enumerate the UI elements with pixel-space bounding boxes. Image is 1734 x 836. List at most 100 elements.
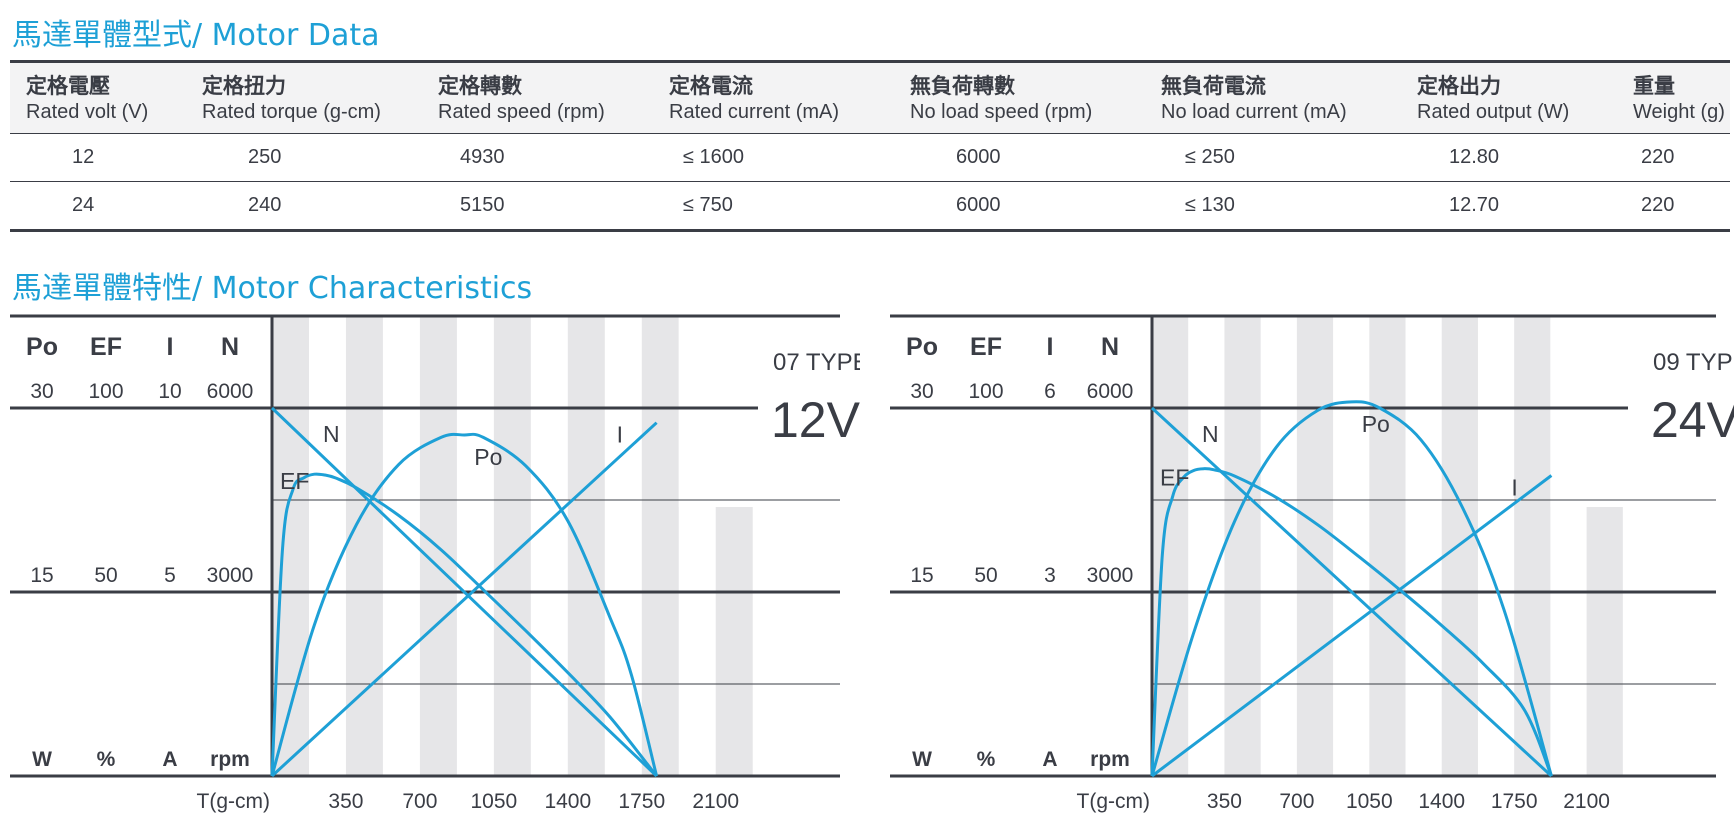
grid-stripe <box>567 316 605 776</box>
series-line-n <box>270 406 658 778</box>
series-line-ef <box>1150 467 1553 777</box>
x-tick-label: 1750 <box>1491 790 1538 813</box>
x-tick-label: 2100 <box>692 790 739 813</box>
series-label-po: Po <box>474 444 502 470</box>
x-tick-label: 2100 <box>1563 790 1610 813</box>
axis-top-value: 10 <box>158 380 181 403</box>
series-line-i <box>270 421 658 778</box>
axis-mid-value: 50 <box>94 564 117 587</box>
axis-unit-label: W <box>32 748 52 771</box>
x-axis-label: T(g-cm) <box>197 790 270 813</box>
header-no-load-current: 無負荷電流 No load current (mA) <box>1145 60 1401 134</box>
cell-rated-torque: 250 <box>186 133 422 182</box>
voltage-label: 12V <box>771 392 860 448</box>
cell-weight: 220 <box>1617 181 1730 232</box>
motor-characteristics-title: 馬達單體特性/ Motor Characteristics <box>12 271 533 306</box>
axis-mid-value: 3000 <box>1087 564 1134 587</box>
axis-mid-value: 3000 <box>207 564 254 587</box>
axis-top-value: 6000 <box>207 380 254 403</box>
cell-rated-volt: 12 <box>10 133 186 182</box>
grid-stripe <box>272 316 309 776</box>
cell-rated-speed: 5150 <box>422 181 653 232</box>
header-rated-output: 定格出力 Rated output (W) <box>1401 60 1617 134</box>
axis-unit-label: rpm <box>210 748 250 771</box>
axis-mid-value: 50 <box>974 564 997 587</box>
cell-rated-current: ≤ 1600 <box>653 133 894 182</box>
series-label-n: N <box>323 421 340 447</box>
header-rated-volt: 定格電壓 Rated volt (V) <box>10 60 186 134</box>
x-tick-label: 1050 <box>471 790 518 813</box>
series-line-po <box>270 432 659 777</box>
cell-rated-torque: 240 <box>186 181 422 232</box>
header-no-load-speed: 無負荷轉數 No load speed (rpm) <box>894 60 1145 134</box>
grid-stripe <box>641 316 679 776</box>
axis-top-value: 30 <box>910 380 933 403</box>
cell-rated-speed: 4930 <box>422 133 653 182</box>
axis-mid-value: 15 <box>910 564 933 587</box>
grid-stripe <box>1152 316 1189 776</box>
series-line-i <box>1151 474 1553 778</box>
series-label-po: Po <box>1362 411 1390 437</box>
axis-mid-value: 5 <box>164 564 176 587</box>
axis-unit-label: rpm <box>1090 748 1130 771</box>
x-tick-label: 1050 <box>1346 790 1393 813</box>
axis-mid-value: 15 <box>30 564 53 587</box>
series-label-i: I <box>1511 474 1517 500</box>
axis-unit-label: W <box>912 748 932 771</box>
axis-header-ef: EF <box>970 333 1002 361</box>
header-rated-current: 定格電流 Rated current (mA) <box>653 60 894 134</box>
series-label-i: I <box>617 422 623 448</box>
axis-unit-label: A <box>162 748 177 771</box>
x-axis-label: T(g-cm) <box>1077 790 1150 813</box>
axis-unit-label: % <box>97 748 116 771</box>
axis-top-value: 100 <box>88 380 123 403</box>
axis-header-ef: EF <box>90 333 122 361</box>
cell-no-load-speed: 6000 <box>894 133 1145 182</box>
table-row: 12 250 4930 ≤ 1600 6000 ≤ 250 12.80 220 <box>10 133 1730 182</box>
cell-rated-volt: 24 <box>10 181 186 232</box>
cell-rated-output: 12.70 <box>1401 181 1617 232</box>
axis-unit-label: % <box>977 748 996 771</box>
cell-weight: 220 <box>1617 133 1730 182</box>
x-tick-label: 700 <box>402 790 437 813</box>
x-tick-label: 1400 <box>1418 790 1465 813</box>
header-rated-speed: 定格轉數 Rated speed (rpm) <box>422 60 653 134</box>
axis-header-po: Po <box>906 333 938 361</box>
type-label-panel <box>1550 316 1726 507</box>
axis-top-value: 100 <box>968 380 1003 403</box>
series-line-ef <box>270 472 658 777</box>
series-line-po <box>1150 400 1553 777</box>
axis-header-i: I <box>167 333 174 361</box>
x-tick-label: 350 <box>1207 790 1242 813</box>
type-label: 07 TYPE <box>773 349 860 376</box>
grid-stripe <box>1369 316 1406 776</box>
cell-no-load-speed: 6000 <box>894 181 1145 232</box>
axis-header-i: I <box>1047 333 1054 361</box>
type-label-panel <box>678 316 850 507</box>
motor-data-table: 定格電壓 Rated volt (V) 定格扭力 Rated torque (g-c… <box>10 60 1730 232</box>
header-weight: 重量 Weight (g) <box>1617 60 1730 134</box>
x-tick-label: 1750 <box>618 790 665 813</box>
series-label-ef: EF <box>1160 465 1189 491</box>
cell-no-load-current: ≤ 130 <box>1145 181 1401 232</box>
table-row: 24 240 5150 ≤ 750 6000 ≤ 130 12.70 220 <box>10 181 1730 232</box>
axis-top-value: 6 <box>1044 380 1056 403</box>
axis-top-value: 30 <box>30 380 53 403</box>
axis-unit-label: A <box>1042 748 1057 771</box>
type-label: 09 TYPE <box>1653 349 1734 376</box>
motor-data-title: 馬達單體型式/ Motor Data <box>12 18 380 53</box>
axis-mid-value: 3 <box>1044 564 1056 587</box>
header-rated-torque: 定格扭力 Rated torque (g-cm) <box>186 60 422 134</box>
series-label-n: N <box>1202 421 1219 447</box>
axis-header-n: N <box>1101 333 1119 361</box>
axis-top-value: 6000 <box>1087 380 1134 403</box>
cell-rated-output: 12.80 <box>1401 133 1617 182</box>
grid-stripe <box>345 316 383 776</box>
x-tick-label: 1400 <box>544 790 591 813</box>
cell-rated-current: ≤ 750 <box>653 181 894 232</box>
axis-header-po: Po <box>26 333 58 361</box>
grid-stripe <box>1514 316 1551 776</box>
voltage-label: 24V <box>1651 392 1734 448</box>
